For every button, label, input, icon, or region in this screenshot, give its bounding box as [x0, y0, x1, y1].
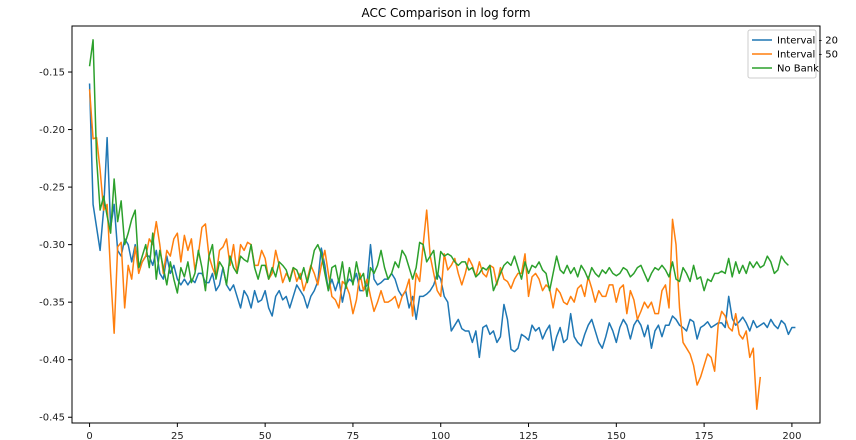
y-tick-label: -0.30 — [39, 240, 65, 251]
x-tick-label: 175 — [695, 431, 714, 440]
legend-label-interval-20: Interval - 20 — [777, 36, 838, 47]
series-line-interval-50 — [88, 89, 762, 410]
x-tick-label: 25 — [171, 431, 184, 440]
legend: Interval - 20 Interval - 50 No Bank — [747, 29, 838, 79]
y-tick-label: -0.40 — [39, 355, 65, 366]
x-axis: 0 25 50 75 100 125 150 175 200 — [86, 423, 801, 440]
x-tick-label: 150 — [607, 431, 626, 440]
series-line-interval-20 — [88, 83, 796, 359]
series-line-no-bank — [88, 39, 789, 298]
legend-label-interval-50: Interval - 50 — [777, 50, 838, 61]
y-tick-label: -0.35 — [39, 298, 65, 309]
x-tick-label: 50 — [259, 431, 272, 440]
plot-frame — [71, 25, 821, 424]
y-tick-label: -0.20 — [39, 125, 65, 136]
y-axis: -0.45 -0.40 -0.35 -0.30 -0.25 -0.20 -0.15 — [39, 68, 72, 424]
y-tick-label: -0.25 — [39, 183, 65, 194]
series-lines — [88, 39, 796, 410]
x-tick-label: 125 — [519, 431, 538, 440]
chart-title: ACC Comparison in log form — [361, 6, 530, 20]
legend-box — [747, 29, 817, 79]
x-tick-label: 100 — [431, 431, 450, 440]
legend-label-no-bank: No Bank — [777, 64, 819, 75]
x-tick-label: 75 — [347, 431, 360, 440]
x-tick-label: 0 — [86, 431, 92, 440]
y-tick-label: -0.45 — [39, 413, 65, 424]
x-tick-label: 200 — [782, 431, 801, 440]
y-tick-label: -0.15 — [39, 68, 65, 79]
